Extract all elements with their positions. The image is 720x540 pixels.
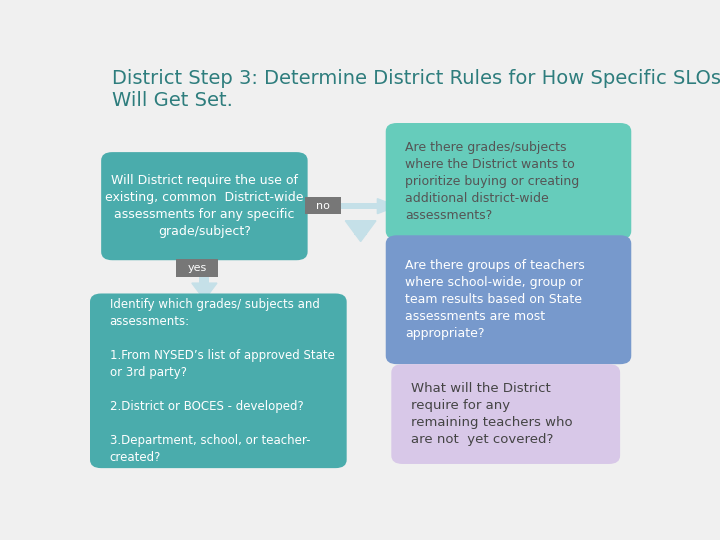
FancyBboxPatch shape <box>386 235 631 364</box>
Text: Will District require the use of
existing, common  District-wide
assessments for: Will District require the use of existin… <box>105 174 304 238</box>
FancyBboxPatch shape <box>101 152 307 260</box>
Polygon shape <box>346 221 376 241</box>
Polygon shape <box>288 199 307 214</box>
Bar <box>354 221 366 235</box>
FancyBboxPatch shape <box>392 364 620 464</box>
Text: no: no <box>316 201 330 211</box>
Bar <box>199 275 210 283</box>
Bar <box>288 203 297 210</box>
Bar <box>338 203 377 210</box>
Bar <box>199 243 210 253</box>
FancyBboxPatch shape <box>176 259 218 277</box>
FancyBboxPatch shape <box>305 197 341 214</box>
Text: Are there groups of teachers
where school-wide, group or
team results based on S: Are there groups of teachers where schoo… <box>405 259 585 340</box>
Polygon shape <box>377 199 397 214</box>
Text: District Step 3: Determine District Rules for How Specific SLOs
Will Get Set.: District Step 3: Determine District Rule… <box>112 69 720 110</box>
Text: Are there grades/subjects
where the District wants to
prioritize buying or creat: Are there grades/subjects where the Dist… <box>405 141 580 222</box>
FancyBboxPatch shape <box>386 123 631 239</box>
Text: yes: yes <box>188 263 207 273</box>
FancyBboxPatch shape <box>90 294 347 468</box>
Polygon shape <box>192 243 217 259</box>
Text: Identify which grades/ subjects and
assessments:

1.From NYSED’s list of approve: Identify which grades/ subjects and asse… <box>109 298 334 464</box>
Polygon shape <box>192 283 217 300</box>
Text: What will the District
require for any
remaining teachers who
are not  yet cover: What will the District require for any r… <box>411 382 572 446</box>
